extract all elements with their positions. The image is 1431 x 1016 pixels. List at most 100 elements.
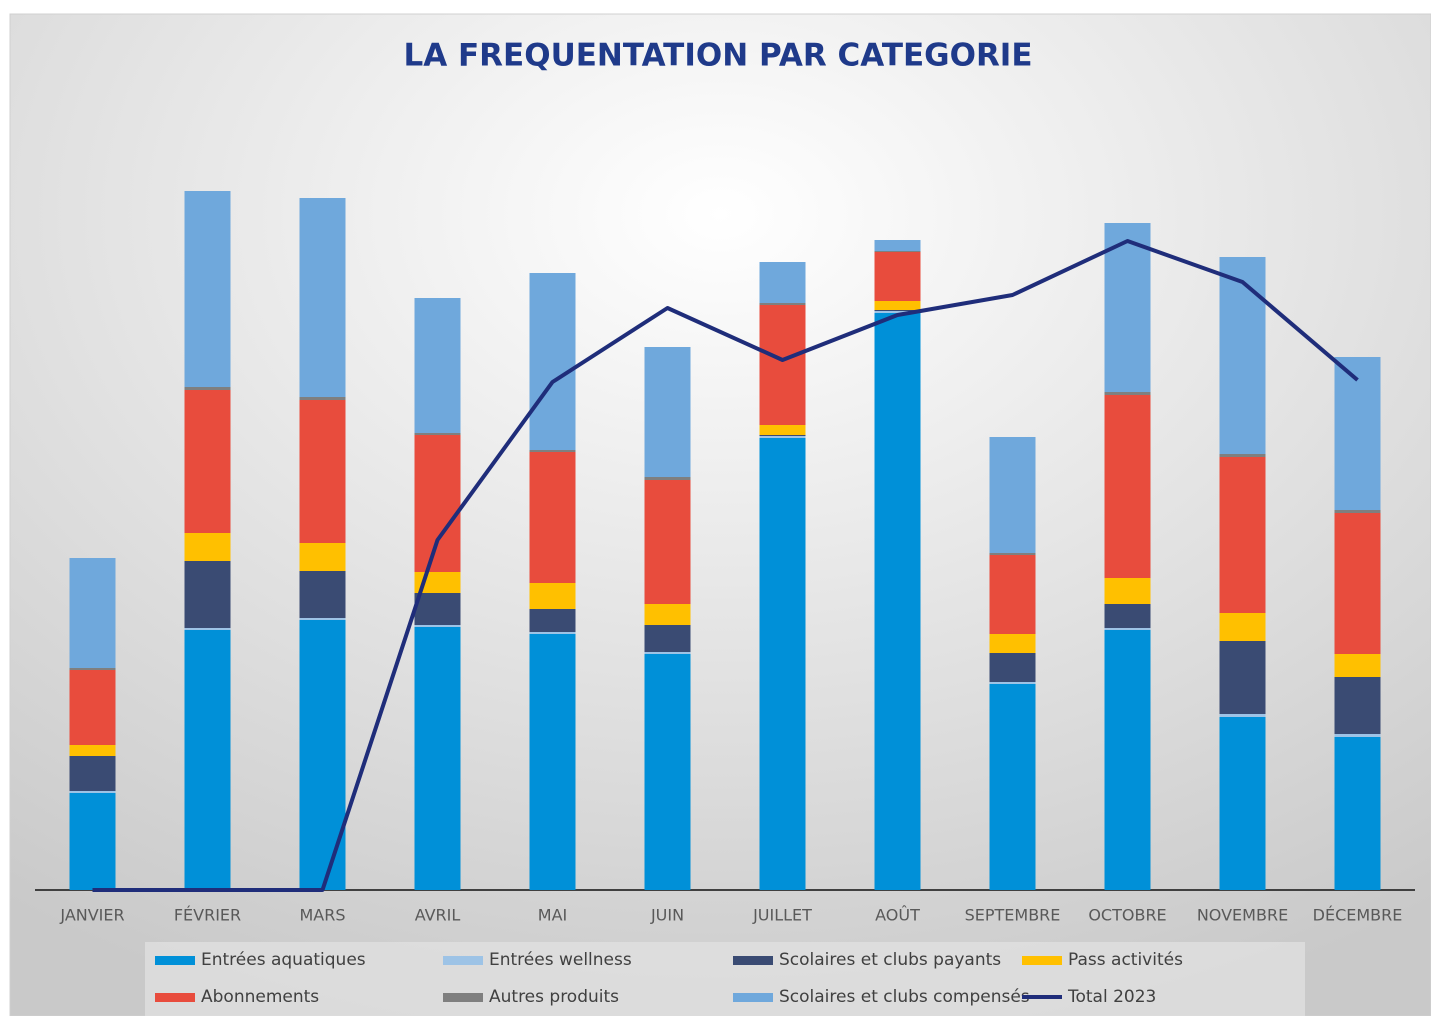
bar-segment	[414, 593, 461, 625]
legend-swatch	[1022, 956, 1062, 965]
bar-segment	[299, 543, 346, 571]
bar-segment	[1104, 604, 1151, 628]
bar-segment	[69, 670, 116, 745]
bar-segment	[759, 303, 806, 305]
legend-swatch	[155, 956, 195, 965]
bar-segment	[1104, 395, 1151, 578]
bar-segment	[989, 553, 1036, 555]
bar-segment	[529, 452, 576, 583]
bar-segment	[874, 310, 921, 311]
x-tick-label: JANVIER	[59, 906, 124, 925]
legend-label: Abonnements	[201, 987, 319, 1007]
x-tick-label: AOÛT	[875, 906, 920, 925]
bar-segment	[1334, 654, 1381, 677]
bar-segment	[299, 198, 346, 397]
chart-title: LA FREQUENTATION PAR CATEGORIE	[403, 38, 1032, 74]
legend-label: Total 2023	[1067, 987, 1156, 1007]
bar-segment	[414, 433, 461, 435]
bar-segment	[184, 387, 231, 390]
bar-segment	[989, 684, 1036, 890]
bar-segment	[414, 298, 461, 433]
legend-label: Pass activités	[1068, 950, 1183, 970]
bar-segment	[69, 668, 116, 670]
bar-segment	[1219, 641, 1266, 714]
bar-segment	[184, 628, 231, 630]
x-tick-label: JUIN	[650, 906, 684, 925]
bar-segment	[759, 435, 806, 436]
bar-segment	[184, 533, 231, 561]
x-tick-label: JUILLET	[752, 906, 812, 925]
bar-segment	[644, 604, 691, 625]
total-line	[92, 239, 1359, 892]
x-tick-label: NOVEMBRE	[1197, 906, 1288, 925]
bar-segment	[299, 618, 346, 620]
bar-segment	[414, 625, 461, 627]
legend-label: Entrées wellness	[489, 950, 632, 970]
x-tick-label: MAI	[538, 906, 567, 925]
bar-segment	[644, 625, 691, 652]
bar-segment	[529, 273, 576, 450]
bar-segment	[1334, 677, 1381, 734]
bar-segment	[184, 630, 231, 890]
bar-segment	[644, 652, 691, 654]
legend-label: Entrées aquatiques	[201, 950, 366, 970]
bar-segment	[69, 756, 116, 791]
bar-segment	[759, 305, 806, 425]
x-tick-label: DÉCEMBRE	[1313, 906, 1403, 925]
legend-swatch	[733, 956, 773, 965]
bar-segment	[644, 480, 691, 604]
x-tick-label: MARS	[299, 906, 345, 925]
bar-segment	[989, 555, 1036, 634]
bar-segment	[1219, 613, 1266, 641]
bar-segment	[1334, 510, 1381, 513]
bar-segment	[759, 438, 806, 890]
legend-swatch	[443, 956, 483, 965]
bar-segment	[1219, 454, 1266, 457]
bar-segment	[759, 262, 806, 303]
bar-segment	[644, 654, 691, 890]
bar-segment	[184, 191, 231, 387]
x-tick-label: SEPTEMBRE	[965, 906, 1061, 925]
bar-segment	[1219, 717, 1266, 890]
bar-segment	[299, 571, 346, 618]
bar-segment	[184, 561, 231, 628]
x-tick-label: AVRIL	[415, 906, 461, 925]
bar-segment	[644, 347, 691, 477]
bar-segment	[1104, 630, 1151, 890]
bar-segment	[644, 477, 691, 480]
bar-segment	[1334, 737, 1381, 890]
bar-segment	[874, 311, 921, 313]
bar-segment	[989, 437, 1036, 553]
bar-segment	[529, 450, 576, 452]
bar-segment	[874, 251, 921, 252]
bar-segment	[874, 313, 921, 890]
bar-segment	[1104, 392, 1151, 395]
legend-label: Scolaires et clubs compensés	[779, 987, 1030, 1007]
bar-segment	[414, 435, 461, 572]
bar-segment	[69, 793, 116, 890]
bar-segment	[1219, 714, 1266, 717]
legend-label: Scolaires et clubs payants	[779, 950, 1001, 970]
x-tick-label: FÉVRIER	[174, 906, 241, 925]
bar-segment	[989, 653, 1036, 682]
legend-swatch	[443, 993, 483, 1002]
bar-segment	[874, 240, 921, 251]
bar-segment	[1219, 257, 1266, 454]
bar-segment	[1334, 513, 1381, 654]
bar-segment	[1104, 628, 1151, 630]
bar-segment	[874, 252, 921, 301]
bar-segment	[69, 791, 116, 793]
legend-swatch	[155, 993, 195, 1002]
bar-segment	[759, 436, 806, 438]
chart-background	[9, 13, 1431, 1016]
bar-segment	[989, 634, 1036, 653]
x-tick-label: OCTOBRE	[1088, 906, 1166, 925]
legend-box	[145, 942, 1305, 1016]
bar-segment	[299, 397, 346, 400]
bar-segment	[529, 609, 576, 632]
bar-segment	[69, 558, 116, 668]
bar-segment	[299, 400, 346, 543]
bar-segment	[1334, 357, 1381, 510]
bar-segment	[989, 682, 1036, 684]
